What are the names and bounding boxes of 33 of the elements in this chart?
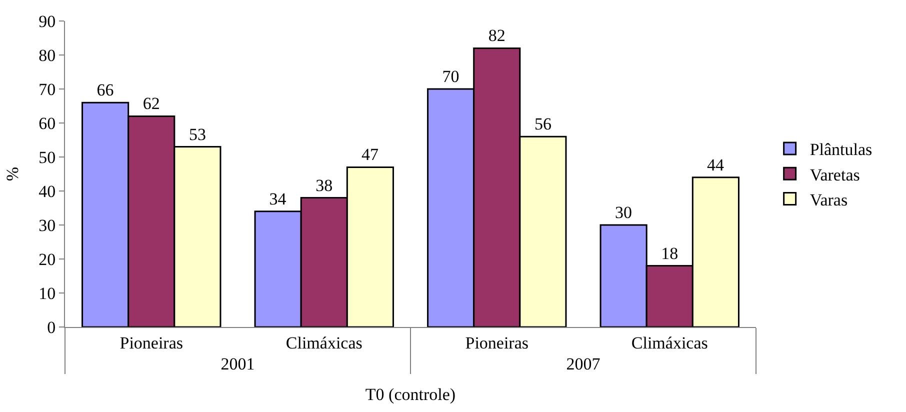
x-tick-label: Pioneiras <box>465 333 529 352</box>
y-tick-label: 70 <box>38 80 56 99</box>
data-label: 47 <box>361 145 379 164</box>
x-tick-label: Climáxicas <box>286 333 362 352</box>
y-tick-label: 0 <box>47 318 56 337</box>
data-label: 18 <box>661 244 678 263</box>
data-label: 44 <box>706 155 724 174</box>
data-label: 82 <box>488 26 506 46</box>
y-tick-label: 90 <box>38 12 56 31</box>
y-tick-label: 50 <box>38 148 56 167</box>
y-tick-label: 60 <box>38 114 56 133</box>
data-label: 34 <box>269 189 287 208</box>
data-label: 66 <box>96 80 114 100</box>
data-label: 56 <box>534 114 552 134</box>
y-tick-label: 20 <box>38 250 56 269</box>
x-axis-title: T0 (controle) <box>365 384 456 404</box>
text: 2007 <box>566 354 601 374</box>
legend-label: Plântulas <box>810 140 872 160</box>
y-tick-label: 40 <box>38 182 56 201</box>
data-label: 62 <box>142 94 160 114</box>
y-tick-label: 80 <box>38 46 56 65</box>
x-tick-label: Climáxicas <box>631 333 708 352</box>
legend-label: Varas <box>810 190 848 210</box>
data-label: 30 <box>615 203 632 222</box>
y-axis-title: % <box>3 166 22 182</box>
data-label: 70 <box>442 67 460 86</box>
y-tick-label: 10 <box>38 284 56 303</box>
legend-label: Varetas <box>810 165 860 184</box>
x-tick-label: Pioneiras <box>120 333 184 352</box>
data-label: 53 <box>188 124 206 144</box>
y-tick-label: 30 <box>38 216 56 235</box>
text: 2001 <box>220 354 255 374</box>
data-label: 38 <box>316 176 333 195</box>
